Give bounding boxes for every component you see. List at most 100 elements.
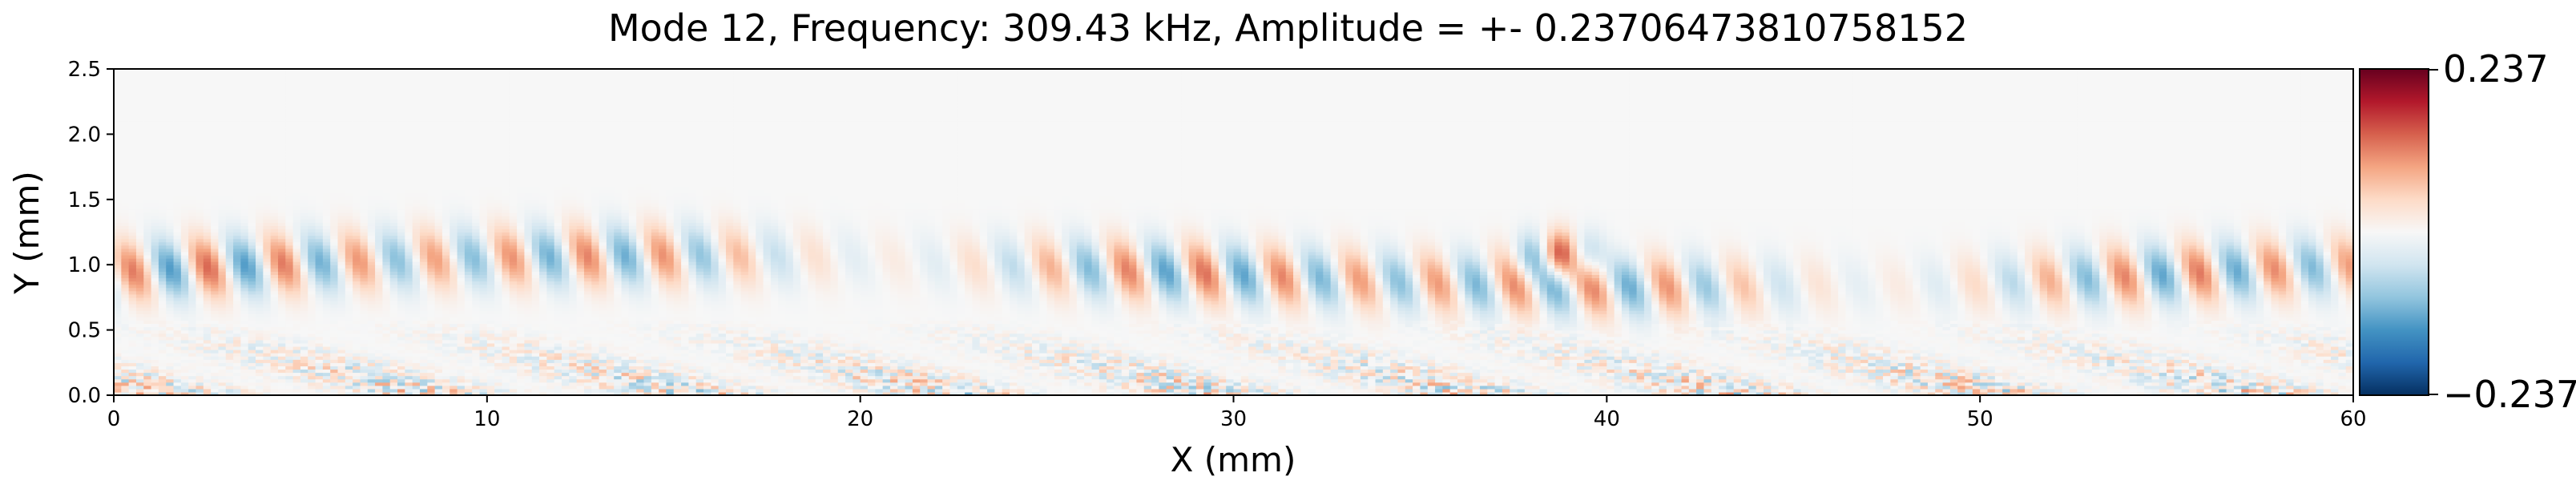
heatmap-cell (1337, 385, 1346, 390)
heatmap-cell (1741, 382, 1749, 386)
heatmap-cell (531, 346, 540, 350)
heatmap-cell (2017, 382, 2026, 386)
heatmap-cell (151, 375, 159, 380)
heatmap-cell (1449, 356, 1458, 360)
heatmap-cell (1643, 342, 1652, 347)
heatmap-cell (905, 342, 913, 347)
heatmap-cell (2338, 382, 2347, 386)
heatmap-cell (412, 391, 421, 396)
heatmap-cell (711, 353, 720, 357)
heatmap-cell (1808, 359, 1816, 363)
heatmap-cell (1420, 356, 1429, 360)
heatmap-cell (2114, 382, 2122, 386)
heatmap-cell (837, 385, 846, 390)
heatmap-cell (1046, 385, 1055, 390)
heatmap-cell (979, 362, 988, 366)
heatmap-cell (151, 342, 159, 347)
heatmap-cell (1554, 378, 1563, 383)
heatmap-cell (1614, 372, 1623, 377)
heatmap-cell (1308, 339, 1316, 344)
heatmap-cell (1696, 366, 1705, 370)
heatmap-cell (1382, 382, 1391, 386)
heatmap-cell (725, 375, 734, 380)
heatmap-cell (1913, 385, 1921, 390)
heatmap-cell (2136, 378, 2145, 383)
heatmap-cell (949, 372, 958, 377)
heatmap-cell (1405, 362, 1413, 366)
heatmap-cell (1562, 342, 1570, 347)
heatmap-cell (1883, 372, 1891, 377)
heatmap-cell (823, 339, 831, 344)
heatmap-cell (1875, 353, 1884, 357)
heatmap-cell (1949, 366, 1958, 370)
heatmap-cell (1114, 378, 1123, 383)
heatmap-cell (1584, 359, 1593, 363)
heatmap-cell (1159, 350, 1167, 354)
heatmap-cell (263, 385, 272, 390)
heatmap-cell (1651, 391, 1660, 396)
heatmap-cell (1569, 353, 1578, 357)
heatmap-cell (1159, 339, 1167, 344)
heatmap-cell (1143, 375, 1152, 380)
heatmap-cell (1046, 382, 1055, 386)
heatmap-cell (1240, 359, 1249, 363)
heatmap-cell (1883, 356, 1891, 360)
heatmap-cell (1771, 369, 1780, 374)
heatmap-cell (441, 372, 450, 377)
heatmap-cell (1763, 382, 1772, 386)
heatmap-cell (1897, 346, 1906, 350)
heatmap-cell (1599, 385, 1607, 390)
heatmap-cell (240, 382, 249, 386)
heatmap-cell (1494, 346, 1503, 350)
heatmap-cell (606, 353, 615, 357)
heatmap-cell (837, 372, 846, 377)
heatmap-cell (1062, 385, 1070, 390)
heatmap-cell (875, 346, 884, 350)
heatmap-cell (457, 378, 466, 383)
heatmap-cell (942, 342, 951, 347)
heatmap-cell (1293, 388, 1301, 393)
heatmap-cell (1741, 369, 1749, 374)
heatmap-cell (1756, 359, 1764, 363)
heatmap-cell (1949, 350, 1958, 354)
heatmap-cell (1860, 350, 1869, 354)
heatmap-cell (599, 366, 607, 370)
heatmap-cell (778, 391, 787, 396)
heatmap-cell (135, 359, 144, 363)
heatmap-cell (2054, 342, 2063, 347)
heatmap-cell (1726, 391, 1735, 396)
heatmap-cell (1577, 391, 1585, 396)
heatmap-cell (412, 339, 421, 344)
heatmap-cell (792, 388, 801, 393)
heatmap-cell (277, 346, 286, 350)
heatmap-cell (1830, 353, 1839, 357)
heatmap-cell (472, 356, 481, 360)
heatmap-cell (1308, 388, 1316, 393)
heatmap-cell (1263, 339, 1272, 344)
heatmap-cell (1502, 369, 1510, 374)
heatmap-cell (1107, 372, 1115, 377)
heatmap-cell (972, 339, 981, 344)
heatmap-cell (2077, 359, 2086, 363)
heatmap-cell (517, 372, 526, 377)
heatmap-cell (1532, 353, 1541, 357)
heatmap-cell (1002, 372, 1010, 377)
heatmap-cell (815, 378, 824, 383)
heatmap-cell (628, 372, 637, 377)
heatmap-cell (2010, 362, 2018, 366)
heatmap-cell (539, 339, 547, 344)
heatmap-cell (1965, 350, 1973, 354)
heatmap-cell (1271, 346, 1279, 350)
heatmap-cell (1517, 359, 1526, 363)
heatmap-cell (1062, 339, 1070, 344)
heatmap-cell (263, 353, 272, 357)
heatmap-cell (1816, 385, 1824, 390)
heatmap-cell (2264, 382, 2272, 386)
heatmap-cell (218, 346, 227, 350)
heatmap-cell (367, 375, 376, 380)
heatmap-cell (2091, 378, 2100, 383)
heatmap-cell (143, 359, 152, 363)
heatmap-cell (2054, 346, 2063, 350)
heatmap-cell (1240, 353, 1249, 357)
heatmap-cell (173, 382, 182, 386)
